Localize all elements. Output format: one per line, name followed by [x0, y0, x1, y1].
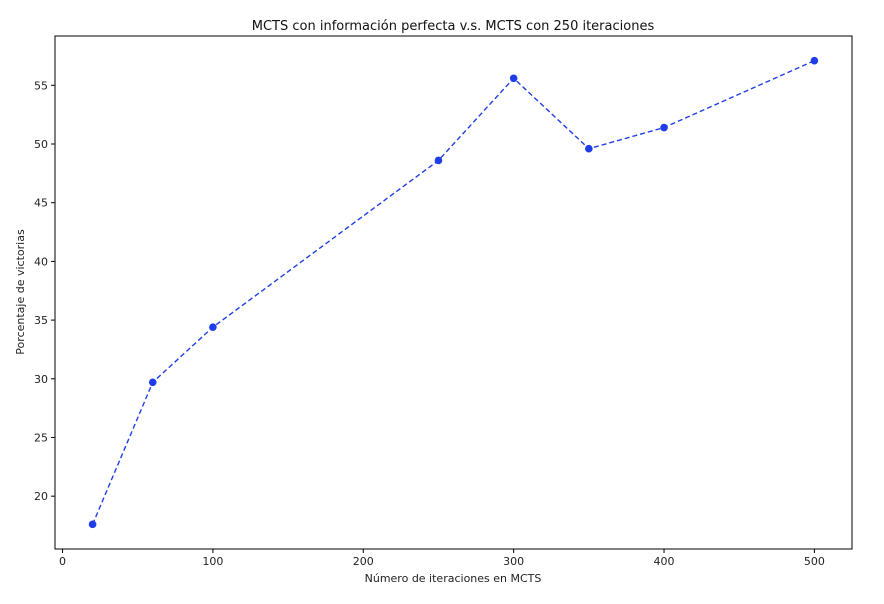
x-tick-label: 200: [353, 555, 374, 568]
data-point: [660, 123, 668, 132]
y-tick-label: 30: [34, 373, 48, 386]
x-tick-label: 500: [804, 555, 825, 568]
series-line: [91, 60, 815, 525]
data-point: [148, 378, 157, 387]
x-axis: 0 100 200 300 400 500: [59, 549, 825, 568]
data-point: [509, 74, 518, 83]
x-axis-label: Número de iteraciones en MCTS: [365, 572, 542, 585]
data-point: [88, 520, 97, 529]
y-tick-label: 55: [34, 79, 48, 92]
y-tick-label: 20: [34, 490, 48, 503]
data-point: [209, 323, 217, 331]
y-tick-label: 35: [34, 314, 48, 327]
x-tick-label: 0: [59, 555, 66, 568]
series-layer: [88, 56, 819, 529]
y-tick-label: 45: [34, 197, 48, 210]
x-tick-label: 400: [654, 555, 675, 568]
data-point: [810, 56, 819, 65]
x-tick-label: 300: [503, 555, 524, 568]
y-tick-label: 40: [34, 255, 48, 268]
data-point: [585, 144, 593, 153]
y-axis: 20 25 30 35 40 45 50 55: [34, 79, 55, 503]
y-tick-label: 50: [34, 138, 48, 151]
y-tick-label: 25: [34, 431, 48, 444]
chart-title: MCTS con información perfecta v.s. MCTS …: [252, 19, 655, 34]
y-axis-label: Porcentaje de victorias: [14, 229, 27, 355]
plot-area: [54, 35, 853, 550]
data-point: [434, 156, 443, 165]
x-tick-label: 100: [202, 555, 223, 568]
